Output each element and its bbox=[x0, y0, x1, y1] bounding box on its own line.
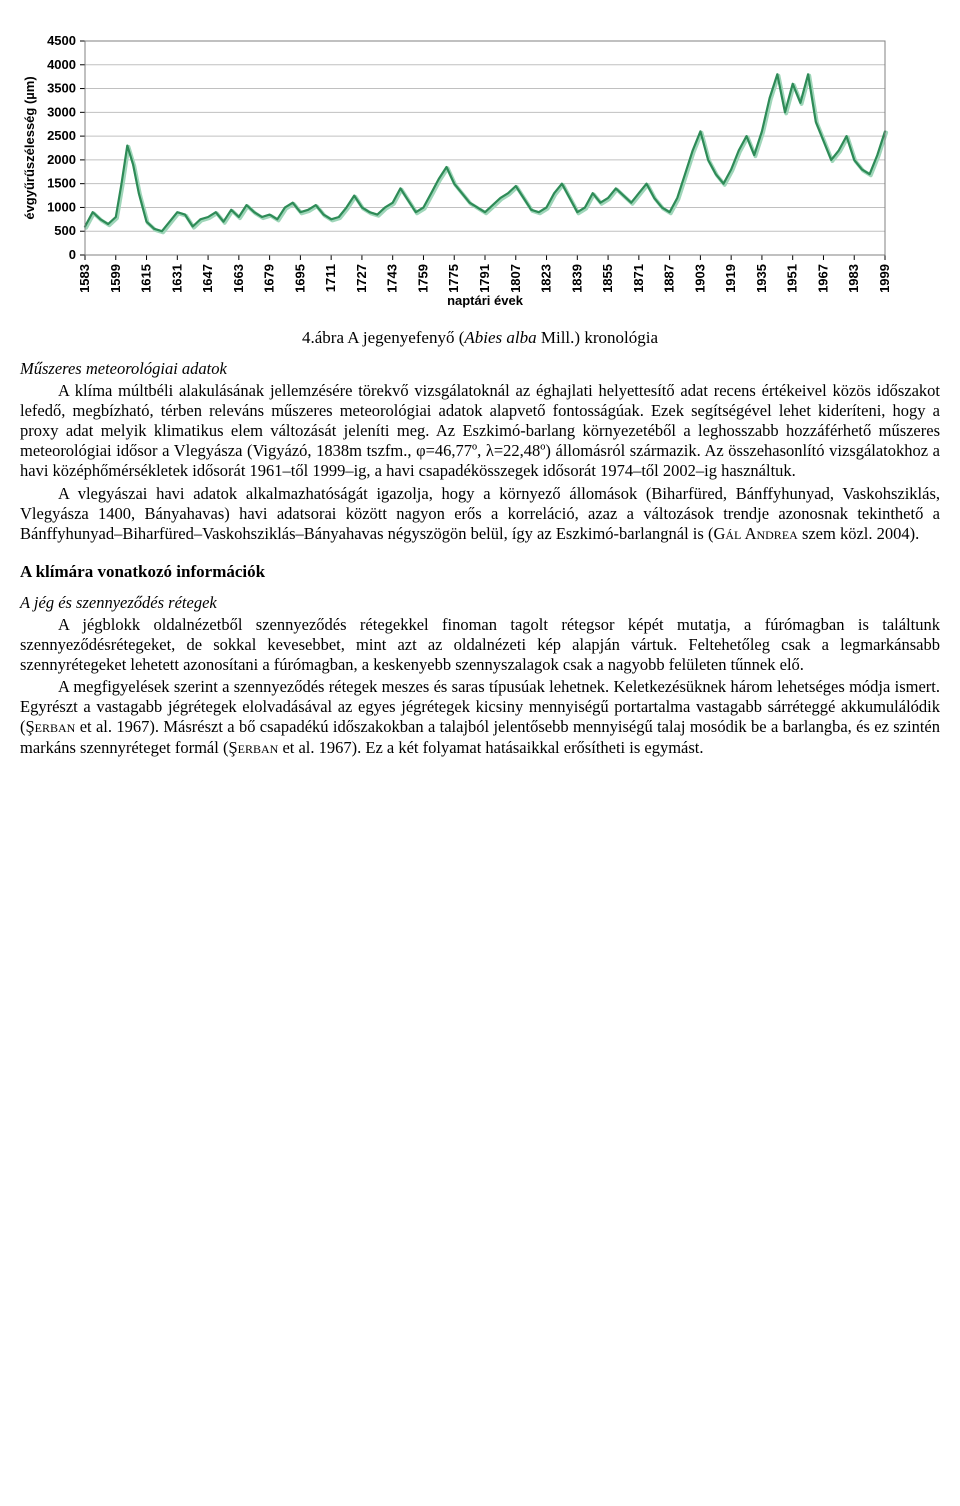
svg-text:1951: 1951 bbox=[785, 264, 800, 293]
svg-text:3000: 3000 bbox=[47, 104, 76, 119]
svg-text:1999: 1999 bbox=[877, 264, 892, 293]
svg-text:0: 0 bbox=[69, 247, 76, 262]
p1b-author: Gál Andrea bbox=[713, 524, 797, 543]
p2b-3: et al. 1967). Ez a két folyamat hatásaik… bbox=[278, 738, 703, 757]
svg-text:1663: 1663 bbox=[231, 264, 246, 293]
ring-width-chart: 0 500 1000 1500 2000 2500 3000 3500 4000 4500 1583… bbox=[20, 15, 900, 320]
p1b-post: szem közl. 2004). bbox=[798, 524, 919, 543]
paragraph-1b: A vlegyászai havi adatok alkalmazhatóság… bbox=[20, 484, 940, 544]
svg-text:1807: 1807 bbox=[508, 264, 523, 293]
svg-text:1871: 1871 bbox=[631, 264, 646, 293]
section-heading-ice-layers: A jég és szennyeződés rétegek bbox=[20, 593, 940, 613]
p2b-author-2: Şerban bbox=[228, 738, 278, 757]
svg-text:1727: 1727 bbox=[354, 264, 369, 293]
svg-text:1823: 1823 bbox=[539, 264, 554, 293]
svg-text:1711: 1711 bbox=[323, 264, 338, 292]
svg-text:500: 500 bbox=[54, 223, 76, 238]
svg-text:1775: 1775 bbox=[446, 264, 461, 293]
svg-text:naptári évek: naptári évek bbox=[447, 293, 524, 308]
paragraph-1a: A klíma múltbéli alakulásának jellemzésé… bbox=[20, 381, 940, 482]
paragraph-2b: A megfigyelések szerint a szennyeződés r… bbox=[20, 677, 940, 758]
svg-text:1855: 1855 bbox=[600, 264, 615, 293]
svg-text:1759: 1759 bbox=[415, 264, 430, 293]
caption-species: Abies alba bbox=[464, 328, 536, 347]
svg-text:1887: 1887 bbox=[662, 264, 677, 293]
svg-text:1631: 1631 bbox=[169, 264, 184, 293]
section-heading-instrumental: Műszeres meteorológiai adatok bbox=[20, 359, 940, 379]
svg-text:2500: 2500 bbox=[47, 128, 76, 143]
figure-caption: 4.ábra A jegenyefenyő (Abies alba Mill.)… bbox=[20, 328, 940, 349]
svg-text:4500: 4500 bbox=[47, 33, 76, 48]
svg-text:1615: 1615 bbox=[139, 264, 154, 293]
svg-text:1919: 1919 bbox=[723, 264, 738, 293]
svg-text:1935: 1935 bbox=[754, 264, 769, 293]
svg-text:1679: 1679 bbox=[262, 264, 277, 293]
caption-suffix: ) kronológia bbox=[574, 328, 658, 347]
caption-prefix: 4.ábra A jegenyefenyő ( bbox=[302, 328, 464, 347]
svg-text:1695: 1695 bbox=[292, 264, 307, 293]
svg-text:1839: 1839 bbox=[569, 264, 584, 293]
svg-text:1000: 1000 bbox=[47, 199, 76, 214]
caption-auth: Mill. bbox=[537, 328, 575, 347]
svg-text:1903: 1903 bbox=[692, 264, 707, 293]
svg-text:4000: 4000 bbox=[47, 57, 76, 72]
paragraph-2a: A jégblokk oldalnézetből szennyeződés ré… bbox=[20, 615, 940, 675]
svg-text:1743: 1743 bbox=[385, 264, 400, 293]
svg-text:1983: 1983 bbox=[846, 264, 861, 293]
subsection-heading-climate-info: A klímára vonatkozó információk bbox=[20, 562, 940, 583]
svg-text:3500: 3500 bbox=[47, 81, 76, 96]
svg-text:2000: 2000 bbox=[47, 152, 76, 167]
svg-text:1647: 1647 bbox=[200, 264, 215, 293]
svg-text:évgyűrűszélesség (µm): évgyűrűszélesség (µm) bbox=[22, 76, 37, 219]
svg-text:1599: 1599 bbox=[108, 264, 123, 293]
svg-text:1791: 1791 bbox=[477, 264, 492, 293]
svg-text:1583: 1583 bbox=[77, 264, 92, 293]
svg-text:1967: 1967 bbox=[815, 264, 830, 293]
svg-text:1500: 1500 bbox=[47, 176, 76, 191]
p2b-author-1: Şerban bbox=[26, 717, 76, 736]
